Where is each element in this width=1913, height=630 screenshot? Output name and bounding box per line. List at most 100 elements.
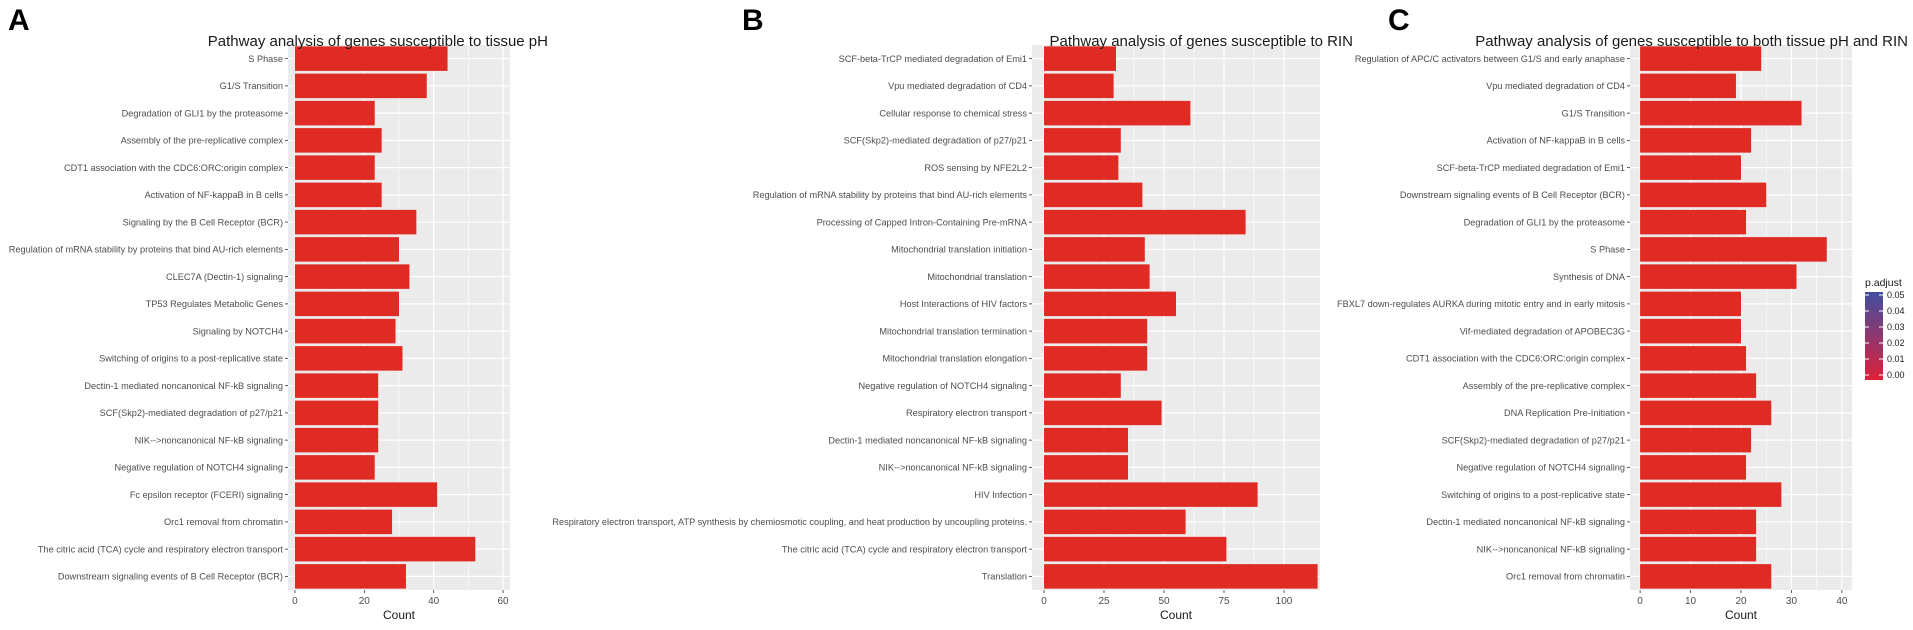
chart-b-bar xyxy=(1044,291,1176,317)
chart-a-category-labels: S Phase G1/S Transition Degradation of GLI… xyxy=(9,54,288,582)
chart-b-x-tick-label: 75 xyxy=(1218,596,1230,607)
chart-c-category-label: Degradation of GLI1 by the proteasome xyxy=(1464,217,1625,227)
chart-c-bar xyxy=(1640,346,1747,371)
panel-letter-b: B xyxy=(742,4,764,37)
chart-c-bar xyxy=(1640,373,1757,398)
legend-title: p.adjust xyxy=(1865,277,1902,289)
chart-b-category-label: Host Interactions of HIV factors xyxy=(900,299,1028,309)
chart-c-category-label: SCF(Skp2)-mediated degradation of p27/p2… xyxy=(1442,435,1625,445)
chart-c-category-label: Vif-mediated degradation of APOBEC3G xyxy=(1460,326,1625,336)
chart-c-category-label: FBXL7 down-regulates AURKA during mitoti… xyxy=(1337,299,1625,309)
chart-a-category-label: S Phase xyxy=(248,54,283,64)
chart-a-bar xyxy=(294,237,399,262)
chart-b-bar xyxy=(1044,482,1258,507)
chart-b-bars xyxy=(1044,46,1318,589)
chart-c-category-label: Orc1 removal from chromatin xyxy=(1506,572,1625,582)
chart-c-x-ticks: 0 10 20 30 40 xyxy=(1637,590,1848,607)
chart-b-bar xyxy=(1044,427,1128,453)
chart-a-bar xyxy=(294,155,375,180)
chart-a-bar xyxy=(294,100,375,126)
chart-b-category-label: Regulation of mRNA stability by proteins… xyxy=(753,190,1028,200)
chart-b-x-tick-label: 25 xyxy=(1098,596,1110,607)
chart-a-category-label: Downstream signaling events of B Cell Re… xyxy=(58,572,283,582)
chart-b-bar xyxy=(1044,128,1121,153)
chart-b-bar xyxy=(1044,346,1148,371)
chart-c-category-labels: Regulation of APC/C activators between G… xyxy=(1337,54,1630,582)
chart-a-category-label: NIK-->noncanonical NF-kB signaling xyxy=(135,435,283,445)
chart-a-bar xyxy=(294,564,406,589)
chart-b-x-tick-label: 50 xyxy=(1158,596,1170,607)
chart-a-category-label: TP53 Regulates Metabolic Genes xyxy=(146,299,284,309)
chart-c-bar xyxy=(1640,237,1827,262)
chart-b-bar xyxy=(1044,400,1162,426)
chart-c-category-label: S Phase xyxy=(1590,245,1625,255)
chart-a-category-label: CDT1 association with the CDC6:ORC:origi… xyxy=(64,163,283,173)
chart-b-category-label: The citric acid (TCA) cycle and respirat… xyxy=(782,544,1028,554)
chart-c-bar xyxy=(1640,209,1747,235)
legend-tick-label: 0.03 xyxy=(1887,322,1905,332)
chart-b-bar xyxy=(1044,155,1119,180)
chart-a-bar xyxy=(294,291,399,317)
chart-c-x-tick-label: 0 xyxy=(1637,596,1643,607)
chart-a-category-label: Dectin-1 mediated noncanonical NF-kB sig… xyxy=(84,381,283,391)
chart-b-bar xyxy=(1044,318,1148,344)
legend-tick-label: 0.02 xyxy=(1887,338,1905,348)
chart-a-category-label: Fc epsilon receptor (FCERI) signaling xyxy=(130,490,283,500)
chart-b-x-tick-label: 0 xyxy=(1041,596,1047,607)
p-adjust-legend: p.adjust 0.05 0.04 0.03 0.02 0.01 0.00 xyxy=(1865,277,1905,380)
chart-c-bar xyxy=(1640,100,1802,126)
chart-b-bar xyxy=(1044,536,1227,562)
chart-a-bar xyxy=(294,346,403,371)
chart-c-bars xyxy=(1640,46,1827,589)
chart-b-category-label: Dectin-1 mediated noncanonical NF-kB sig… xyxy=(828,435,1027,445)
legend-tick-label: 0.05 xyxy=(1887,290,1905,300)
chart-a-category-label: Switching of origins to a post-replicati… xyxy=(99,354,283,364)
chart-a-bar xyxy=(294,373,379,398)
chart-c-category-label: Downstream signaling events of B Cell Re… xyxy=(1400,190,1625,200)
chart-b-category-label: Mitochondrial translation elongation xyxy=(882,354,1027,364)
chart-c-title: Pathway analysis of genes susceptible to… xyxy=(1475,33,1908,50)
chart-b-category-label: Translation xyxy=(982,572,1027,582)
chart-a-category-label: Degradation of GLI1 by the proteasome xyxy=(122,108,283,118)
chart-b-category-label: HIV Infection xyxy=(974,490,1027,500)
chart-b-bar xyxy=(1044,100,1191,126)
chart-b-bar xyxy=(1044,73,1114,99)
chart-c-bar xyxy=(1640,536,1757,562)
chart-a-bar xyxy=(294,264,410,289)
chart-c-x-tick-label: 10 xyxy=(1685,596,1697,607)
chart-a-category-label: Regulation of mRNA stability by proteins… xyxy=(9,245,284,255)
panel-letter-a: A xyxy=(8,4,30,37)
chart-b-category-label: NIK-->noncanonical NF-kB signaling xyxy=(879,463,1027,473)
chart-c-category-label: DNA Replication Pre-Initiation xyxy=(1504,408,1625,418)
chart-b-x-ticks: 0 25 50 75 100 xyxy=(1041,590,1293,607)
legend-tick-label: 0.04 xyxy=(1887,306,1905,316)
chart-a-bar xyxy=(294,209,417,235)
chart-b-bar xyxy=(1044,209,1246,235)
chart-b-x-tick-label: 100 xyxy=(1276,596,1293,607)
chart-b-category-label: Respiratory electron transport, ATP synt… xyxy=(552,517,1027,527)
legend-tick-label: 0.01 xyxy=(1887,354,1905,364)
chart-b-bar xyxy=(1044,373,1121,398)
chart-a-x-axis-title: Count xyxy=(383,608,416,622)
chart-b-category-labels: SCF-beta-TrCP mediated degradation of Em… xyxy=(552,54,1032,582)
chart-c-category-label: Negative regulation of NOTCH4 signaling xyxy=(1456,463,1625,473)
chart-b-category-label: SCF-beta-TrCP mediated degradation of Em… xyxy=(839,54,1027,64)
chart-c-bar xyxy=(1640,564,1772,589)
chart-both-ph-rin: Regulation of APC/C activators between G… xyxy=(1337,33,1908,622)
chart-b-category-label: Processing of Capped Intron-Containing P… xyxy=(817,217,1028,227)
chart-a-title: Pathway analysis of genes susceptible to… xyxy=(208,33,548,50)
chart-c-x-tick-label: 40 xyxy=(1836,596,1848,607)
chart-c-category-label: Synthesis of DNA xyxy=(1553,272,1626,282)
chart-c-category-label: CDT1 association with the CDC6:ORC:origi… xyxy=(1406,354,1625,364)
chart-c-bar xyxy=(1640,46,1762,71)
chart-rin: SCF-beta-TrCP mediated degradation of Em… xyxy=(552,33,1353,622)
chart-c-category-label: Vpu mediated degradation of CD4 xyxy=(1486,81,1625,91)
chart-b-category-label: Mitochondrial translation initiation xyxy=(891,245,1027,255)
chart-c-category-label: Regulation of APC/C activators between G… xyxy=(1355,54,1625,64)
chart-b-bar xyxy=(1044,509,1186,535)
chart-b-category-label: ROS sensing by NFE2L2 xyxy=(924,163,1027,173)
chart-c-bar xyxy=(1640,291,1741,317)
chart-c-bar xyxy=(1640,182,1767,208)
chart-a-category-label: Orc1 removal from chromatin xyxy=(164,517,283,527)
chart-a-x-ticks: 0 20 40 60 xyxy=(292,590,509,607)
